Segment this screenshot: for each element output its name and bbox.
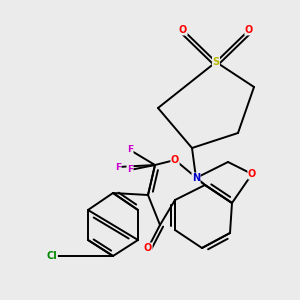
Text: F: F (127, 146, 133, 154)
Text: O: O (245, 25, 253, 35)
Text: O: O (179, 25, 187, 35)
Text: O: O (248, 169, 256, 179)
Text: Cl: Cl (46, 251, 57, 261)
Text: O: O (144, 243, 152, 253)
Text: F: F (127, 166, 133, 175)
Text: O: O (171, 155, 179, 165)
Text: S: S (212, 57, 220, 67)
Text: N: N (192, 173, 200, 183)
Text: F: F (115, 163, 121, 172)
